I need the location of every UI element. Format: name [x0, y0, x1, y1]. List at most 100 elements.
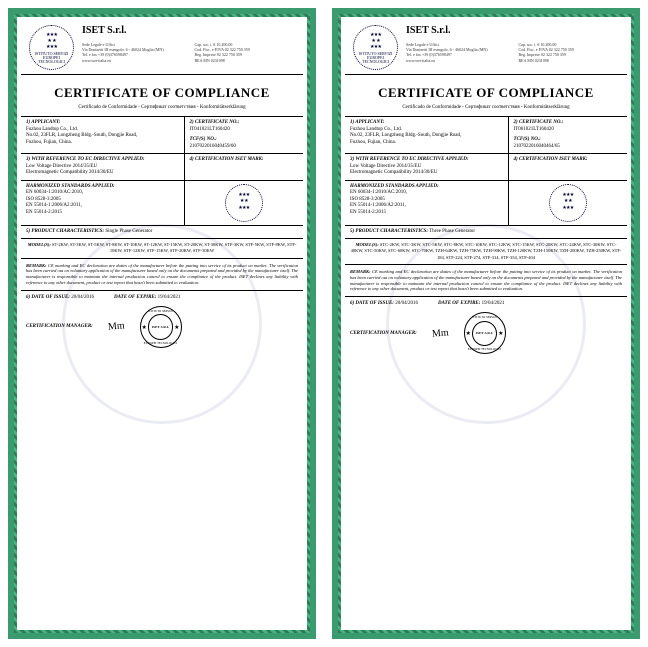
- row-harmonized: HARMONIZED STANDARDS APPLIED: EN 60034-1…: [345, 181, 627, 226]
- product-cell: 5) PRODUCT CHARACTERISTICS: Single Phase…: [21, 226, 303, 239]
- tcf-value: 2107022016040459/60: [190, 144, 298, 151]
- certno-cell: 2) CERTIFICATE NO.: IT061021LT160420 TCF…: [509, 117, 627, 153]
- dates: 6) DATE OF ISSUE: 20/04/2016 DATE OF EXP…: [26, 295, 298, 300]
- applicant-cell: 1) APPLICANT: Fuzhou Landtop Co., Ltd. N…: [345, 117, 509, 153]
- company-name: ISET S.r.l.: [82, 25, 295, 36]
- stamp-inner: ISET S.R.L: [472, 321, 497, 346]
- header-right: ISET S.r.l. Sede Legale e Uffici Via Don…: [406, 25, 619, 63]
- logo-text: ISTITUTO SERVIZIEUROPEI TECNOLOGICI: [354, 52, 397, 64]
- stamp-icon: ISTITUTO SERVIZI ISET S.R.L EUROPEI TECN…: [464, 312, 506, 354]
- expire-date: DATE OF EXPIRE: 19/04/2021: [438, 301, 504, 306]
- cert-pattern: ★ ★ ★★ ★★ ★ ★ ISTITUTO SERVIZIEUROPEI TE…: [338, 14, 634, 633]
- row-product: 5) PRODUCT CHARACTERISTICS: Three Phase …: [345, 226, 627, 240]
- directive-line: Electromagnetic Compatibility 2014/30/EU: [26, 170, 179, 177]
- header-regdata: Cap. soc. i. € 10.200,00 Cod. Fisc. e P.…: [195, 42, 296, 63]
- mark-cell: 4) CERTIFICATION ISET MARK:: [509, 154, 627, 180]
- product-label: 5) PRODUCT CHARACTERISTICS:: [26, 229, 104, 234]
- remark-block: REMARK: CE marking and EC declaration ar…: [21, 259, 303, 291]
- dates: 6) DATE OF ISSUE: 20/04/2016 DATE OF EXP…: [350, 301, 622, 306]
- mark-stars-icon: ★ ★ ★★ ★★ ★ ★: [238, 193, 249, 213]
- applicant-line: Fuzhou, Fujian, China.: [26, 140, 179, 147]
- models-cell: MODEL(S): ST-2KW, ST-3KW, ST-5KW, ST-8KW…: [21, 239, 303, 258]
- remark-body: CE marking and EC declaration are duties…: [350, 269, 622, 292]
- stamp-top: ISTITUTO SERVIZI: [464, 315, 506, 319]
- models-value: STC-2KW, STC-3KW, STC-5KW, STC-8KW, STC-…: [351, 242, 622, 260]
- models-label: MODEL(S):: [28, 242, 51, 247]
- harm-line: EN 55014-2:2015: [26, 210, 179, 217]
- row-models: MODEL(S): STC-2KW, STC-3KW, STC-5KW, STC…: [345, 239, 627, 265]
- mark-stars-icon: ★ ★ ★★ ★★ ★ ★: [562, 193, 573, 213]
- stamp-star-icon: ★: [174, 324, 179, 331]
- product-label: 5) PRODUCT CHARACTERISTICS:: [350, 229, 428, 234]
- reg-line: REA MN 0231098: [519, 58, 620, 63]
- stamp-inner: ISET S.R.L: [148, 314, 173, 339]
- remark-label: REMARK:: [26, 263, 47, 268]
- applicant-cell: 1) APPLICANT: Fuzhou Landtop Co., Ltd. N…: [21, 117, 185, 153]
- cert-title: CERTIFICATE OF COMPLIANCE: [345, 75, 627, 105]
- row-applicant: 1) APPLICANT: Fuzhou Landtop Co., Ltd. N…: [345, 117, 627, 154]
- row-models: MODEL(S): ST-2KW, ST-3KW, ST-5KW, ST-8KW…: [21, 239, 303, 259]
- dates-row: 6) DATE OF ISSUE: 20/04/2016 DATE OF EXP…: [345, 297, 627, 310]
- mark-logo-cell: ★ ★ ★★ ★★ ★ ★: [509, 181, 627, 225]
- cert-header: ★ ★ ★★ ★★ ★ ★ ISTITUTO SERVIZIEUROPEI TE…: [21, 21, 303, 75]
- product-value: Three Phase Generator: [429, 229, 475, 234]
- row-directive: 3) WITH REFERENCE TO EC DIRECTIVE APPLIE…: [345, 154, 627, 181]
- cert-title: CERTIFICATE OF COMPLIANCE: [21, 75, 303, 105]
- stamp-bottom: EUROPEI TECNOLOGICI: [140, 341, 182, 345]
- header-address: Sede Legale e Uffici Via Donizetti III e…: [406, 42, 507, 63]
- cert-content: ★ ★ ★★ ★★ ★ ★ ISTITUTO SERVIZIEUROPEI TE…: [345, 21, 627, 360]
- cert-pattern: ★ ★ ★★ ★★ ★ ★ ISTITUTO SERVIZIEUROPEI TE…: [14, 14, 310, 633]
- row-directive: 3) WITH REFERENCE TO EC DIRECTIVE APPLIE…: [21, 154, 303, 181]
- header-regdata: Cap. soc. i. € 10.200,00 Cod. Fisc. e P.…: [519, 42, 620, 63]
- stamp-bottom: EUROPEI TECNOLOGICI: [464, 347, 506, 351]
- issue-date: 6) DATE OF ISSUE: 20/04/2016: [350, 301, 418, 306]
- stamp-icon: ISTITUTO SERVIZI ISET S.R.L EUROPEI TECN…: [140, 306, 182, 348]
- harmonized-cell: HARMONIZED STANDARDS APPLIED: EN 60034-1…: [21, 181, 185, 225]
- header-right: ISET S.r.l. Sede Legale e Uffici Via Don…: [82, 25, 295, 63]
- models-value: ST-2KW, ST-3KW, ST-5KW, ST-8KW, ST-10KW,…: [52, 242, 296, 253]
- cert-content: ★ ★ ★★ ★★ ★ ★ ISTITUTO SERVIZIEUROPEI TE…: [21, 21, 303, 354]
- iset-mark-icon: ★ ★ ★★ ★★ ★ ★: [225, 184, 263, 222]
- iset-mark-icon: ★ ★ ★★ ★★ ★ ★: [549, 184, 587, 222]
- harmonized-cell: HARMONIZED STANDARDS APPLIED: EN 60034-1…: [345, 181, 509, 225]
- cert-inner: ★ ★ ★★ ★★ ★ ★ ISTITUTO SERVIZIEUROPEI TE…: [341, 17, 631, 630]
- addr-line: www.iset-italia.eu: [406, 58, 507, 63]
- logo-text: ISTITUTO SERVIZIEUROPEI TECNOLOGICI: [30, 52, 73, 64]
- certno-cell: 2) CERTIFICATE NO.: IT041021LT160420 TCF…: [185, 117, 303, 153]
- header-details: Sede Legale e Uffici Via Donizetti III e…: [406, 42, 619, 63]
- stamp-star-icon: ★: [466, 330, 471, 337]
- tcf-value: 2107022016040464/65: [514, 144, 622, 151]
- remark-label: REMARK:: [350, 269, 371, 274]
- directive-cell: 3) WITH REFERENCE TO EC DIRECTIVE APPLIE…: [21, 154, 185, 180]
- company-name: ISET S.r.l.: [406, 25, 619, 36]
- certificate: ★ ★ ★★ ★★ ★ ★ ISTITUTO SERVIZIEUROPEI TE…: [0, 0, 324, 647]
- sig-label: CERTIFICATION MANAGER:: [26, 324, 93, 329]
- stamp-top: ISTITUTO SERVIZI: [140, 309, 182, 313]
- reg-line: REA MN 0231098: [195, 58, 296, 63]
- row-applicant: 1) APPLICANT: Fuzhou Landtop Co., Ltd. N…: [21, 117, 303, 154]
- sig-label: CERTIFICATION MANAGER:: [350, 331, 417, 336]
- row-harmonized: HARMONIZED STANDARDS APPLIED: EN 60034-1…: [21, 181, 303, 226]
- certificate: ★ ★ ★★ ★★ ★ ★ ISTITUTO SERVIZIEUROPEI TE…: [324, 0, 648, 647]
- mark-label: 4) CERTIFICATION ISET MARK:: [190, 157, 298, 164]
- stamp-star-icon: ★: [142, 324, 147, 331]
- mark-cell: 4) CERTIFICATION ISET MARK:: [185, 154, 303, 180]
- applicant-line: Fuzhou, Fujian, China.: [350, 140, 503, 147]
- directive-line: Electromagnetic Compatibility 2014/30/EU: [350, 170, 503, 177]
- iset-logo: ★ ★ ★★ ★★ ★ ★ ISTITUTO SERVIZIEUROPEI TE…: [29, 25, 74, 70]
- row-product: 5) PRODUCT CHARACTERISTICS: Single Phase…: [21, 226, 303, 240]
- cert-inner: ★ ★ ★★ ★★ ★ ★ ISTITUTO SERVIZIEUROPEI TE…: [17, 17, 307, 630]
- iset-logo: ★ ★ ★★ ★★ ★ ★ ISTITUTO SERVIZIEUROPEI TE…: [353, 25, 398, 70]
- certno-value: IT061021LT160420: [514, 127, 622, 134]
- models-cell: MODEL(S): STC-2KW, STC-3KW, STC-5KW, STC…: [345, 239, 627, 264]
- cert-border: ★ ★ ★★ ★★ ★ ★ ISTITUTO SERVIZIEUROPEI TE…: [332, 8, 640, 639]
- expire-date: DATE OF EXPIRE: 19/04/2021: [114, 295, 180, 300]
- signature-area: CERTIFICATION MANAGER: Mm ISTITUTO SERVI…: [21, 304, 303, 354]
- product-value: Single Phase Generator: [105, 229, 152, 234]
- logo-stars-icon: ★ ★ ★★ ★★ ★ ★: [46, 32, 57, 50]
- certno-value: IT041021LT160420: [190, 127, 298, 134]
- cert-border: ★ ★ ★★ ★★ ★ ★ ISTITUTO SERVIZIEUROPEI TE…: [8, 8, 316, 639]
- signature-icon: Mm: [431, 327, 449, 339]
- header-details: Sede Legale e Uffici Via Donizetti III e…: [82, 42, 295, 63]
- mark-label: 4) CERTIFICATION ISET MARK:: [514, 157, 622, 164]
